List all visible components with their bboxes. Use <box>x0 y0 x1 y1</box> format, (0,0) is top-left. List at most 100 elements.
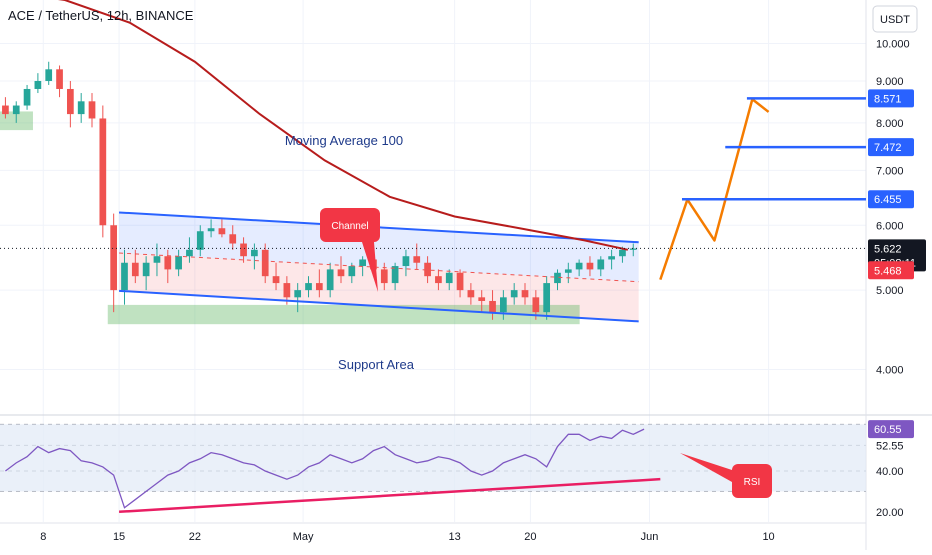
candle-body <box>45 69 53 81</box>
target-level-label: 8.571 <box>874 93 902 105</box>
support-area-label: Support Area <box>338 357 415 372</box>
current-price-label: 5.622 <box>874 243 902 255</box>
rsi-line <box>5 428 645 509</box>
rsi-value-badge <box>868 420 914 439</box>
candle-body <box>402 256 410 267</box>
channel-callout-label: Channel <box>331 221 368 232</box>
y-tick-label: 4.000 <box>876 365 904 377</box>
rsi-tick-label: 20.00 <box>876 507 904 519</box>
rsi-band <box>0 424 866 492</box>
candle-body <box>629 248 637 250</box>
candle-body <box>489 300 496 313</box>
candle-body <box>261 249 269 277</box>
candle-body <box>175 256 182 270</box>
overlay-lines <box>0 0 866 514</box>
candle-body <box>251 249 258 257</box>
candle-body <box>77 101 85 115</box>
candle-body <box>337 269 345 277</box>
candle-body <box>456 272 464 291</box>
x-tick-label: May <box>293 531 314 543</box>
chart-title: ACE / TetherUS, 12h, BINANCE <box>8 8 194 23</box>
candle-body <box>272 276 280 284</box>
candle-body <box>413 256 421 263</box>
candle-body <box>315 283 323 291</box>
price-marker-badge <box>868 261 914 280</box>
x-tick-label: 8 <box>40 531 46 543</box>
candle-body <box>359 259 366 267</box>
y-tick-label: 9.000 <box>876 76 904 88</box>
candle-body <box>67 88 74 115</box>
candle-body <box>543 283 551 313</box>
x-tick-label: 22 <box>189 531 201 543</box>
y-tick-label: 10.000 <box>876 38 910 50</box>
candle-body <box>186 249 193 257</box>
rsi-value-label: 60.55 <box>874 424 902 436</box>
target-level-label: 7.472 <box>874 142 902 154</box>
candle-body <box>467 290 475 298</box>
candle-body <box>294 290 302 298</box>
candle-body <box>56 69 63 89</box>
channel-callout <box>320 208 380 242</box>
candle-body <box>586 262 594 270</box>
candle-body <box>435 276 442 284</box>
channel-upper-fill <box>119 212 639 282</box>
y-tick-label: 5.000 <box>876 285 904 297</box>
candle-body <box>608 256 615 260</box>
candle-body <box>218 228 226 235</box>
channel-lower-line <box>119 289 639 323</box>
x-tick-label: 20 <box>524 531 536 543</box>
candle-body <box>121 262 128 291</box>
x-tick-label: Jun <box>641 531 659 543</box>
candle-body <box>229 234 237 244</box>
candle-body <box>2 105 9 115</box>
candles <box>2 61 637 320</box>
candle-body <box>196 231 204 250</box>
x-tick-label: 13 <box>449 531 461 543</box>
candle-body <box>500 297 507 313</box>
candle-body <box>142 262 150 277</box>
candle-body <box>305 283 312 291</box>
candle-body <box>424 262 431 277</box>
rsi-trendline <box>118 477 661 514</box>
channel-mid-line <box>119 252 639 283</box>
candle-body <box>110 225 118 291</box>
target-level-label: 6.455 <box>874 194 902 206</box>
currency-button-label: USDT <box>880 14 910 26</box>
moving-average-line <box>57 0 629 251</box>
y-tick-label: 7.000 <box>876 165 904 177</box>
target-level-badge <box>868 138 914 157</box>
rsi-callout-label: RSI <box>744 477 761 488</box>
channel-lower-fill <box>119 252 639 322</box>
x-tick-label: 10 <box>762 531 774 543</box>
candle-body <box>445 272 453 284</box>
candle-body <box>88 101 96 119</box>
candle-body <box>240 243 247 257</box>
rsi-tick-label: 52.55 <box>876 440 904 452</box>
candle-body <box>391 266 399 284</box>
candle-body <box>23 88 31 106</box>
candle-body <box>34 80 42 89</box>
target-level-badge <box>868 89 914 108</box>
y-tick-label: 8.000 <box>876 118 904 130</box>
labels: Moving Average 100 Support Area Channel RSI <box>285 133 772 498</box>
candle-body <box>380 269 388 284</box>
candle-body <box>283 283 291 298</box>
x-tick-label: 15 <box>113 531 125 543</box>
rsi-callout <box>732 464 772 498</box>
candle-body <box>326 269 334 291</box>
candle-body <box>597 259 605 270</box>
candle-body <box>521 290 529 298</box>
candle-body <box>554 272 561 284</box>
candle-body <box>99 118 107 226</box>
candle-body <box>619 249 626 257</box>
candle-body <box>131 262 139 277</box>
projection-path <box>659 97 770 281</box>
candle-body <box>478 297 486 301</box>
currency-button[interactable]: USDT <box>872 5 918 33</box>
candle-body <box>12 105 20 115</box>
candle-body <box>564 269 572 273</box>
candle-body <box>532 297 540 313</box>
moving-average-label: Moving Average 100 <box>285 133 403 148</box>
